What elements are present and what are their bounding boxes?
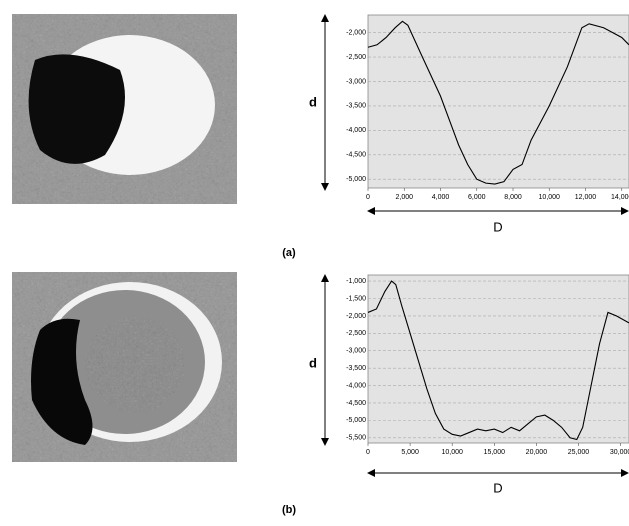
x-tick-label: 5,000 bbox=[401, 449, 419, 456]
x-axis-label: D bbox=[493, 480, 502, 495]
y-axis-label: d bbox=[309, 94, 317, 109]
x-tick-label: 6,000 bbox=[468, 194, 486, 201]
x-tick-label: 14,000 bbox=[611, 194, 629, 201]
x-tick-label: 15,000 bbox=[484, 449, 506, 456]
y-tick-label: -1,000 bbox=[346, 278, 366, 285]
y-tick-label: -2,500 bbox=[346, 330, 366, 337]
y-tick-label: -5,000 bbox=[346, 176, 366, 183]
x-tick-label: 30,000 bbox=[610, 449, 629, 456]
x-tick-label: 10,000 bbox=[441, 449, 463, 456]
y-tick-label: -2,000 bbox=[346, 29, 366, 36]
panel-caption: (b) bbox=[282, 504, 296, 516]
x-tick-label: 25,000 bbox=[568, 449, 590, 456]
y-tick-label: -3,500 bbox=[346, 365, 366, 372]
y-tick-label: -3,000 bbox=[346, 348, 366, 355]
y-tick-label: -4,000 bbox=[346, 127, 366, 134]
y-tick-label: -4,000 bbox=[346, 382, 366, 389]
y-tick-label: -4,500 bbox=[346, 152, 366, 159]
x-tick-label: 8,000 bbox=[504, 194, 522, 201]
y-axis-label: d bbox=[309, 355, 317, 370]
y-tick-label: -3,500 bbox=[346, 103, 366, 110]
y-tick-label: -5,500 bbox=[346, 435, 366, 442]
figure: -2,000 -2,500 -3,000 -3,500 -4,000 -4,500 -5,0… bbox=[0, 0, 629, 521]
x-tick-label: 0 bbox=[366, 194, 370, 201]
y-tick-label: -4,500 bbox=[346, 400, 366, 407]
x-axis-label: D bbox=[493, 219, 502, 234]
plot-area bbox=[368, 15, 629, 188]
y-tick-label: -3,000 bbox=[346, 78, 366, 85]
x-tick-label: 4,000 bbox=[432, 194, 450, 201]
y-tick-label: -1,500 bbox=[346, 295, 366, 302]
y-tick-label: -2,000 bbox=[346, 313, 366, 320]
x-tick-label: 12,000 bbox=[575, 194, 597, 201]
crater-image-b bbox=[12, 272, 237, 462]
crater-image-a bbox=[12, 14, 237, 204]
y-tick-label: -5,000 bbox=[346, 417, 366, 424]
x-tick-label: 2,000 bbox=[395, 194, 413, 201]
x-tick-label: 10,000 bbox=[539, 194, 561, 201]
x-tick-label: 0 bbox=[366, 449, 370, 456]
plot-area bbox=[368, 275, 629, 443]
x-tick-label: 20,000 bbox=[526, 449, 548, 456]
page: {"chart_data":[ {"type":"line","caption"… bbox=[0, 0, 629, 521]
panel-caption: (a) bbox=[282, 247, 296, 259]
y-tick-label: -2,500 bbox=[346, 54, 366, 61]
